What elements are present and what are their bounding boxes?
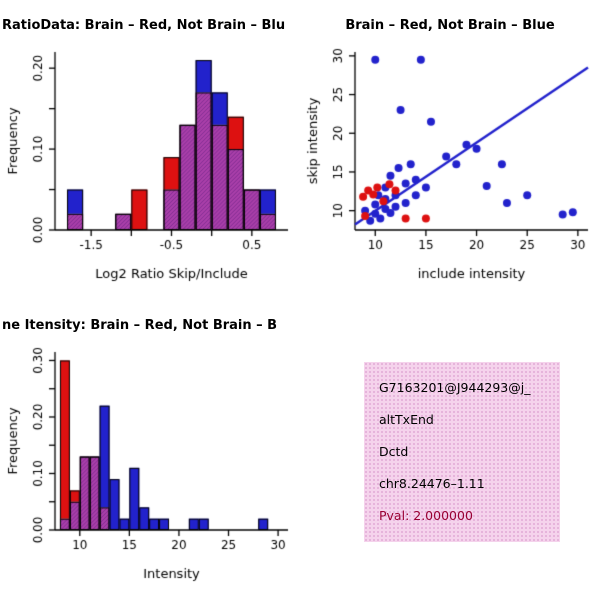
panel-gene-info: G7163201@J944293@j_ altTxEnd Dctd chr8.2… <box>300 300 600 600</box>
gene-name-text: Dctd <box>379 444 409 459</box>
intensity-scatter-canvas <box>300 0 600 300</box>
panel-log2ratio-histogram: RatioData: Brain – Red, Not Brain – Blu <box>0 0 300 300</box>
gene-id-text: G7163201@J944293@j_ <box>379 380 531 395</box>
event-type-text: altTxEnd <box>379 412 434 427</box>
pval-text: Pval: 2.000000 <box>379 508 473 523</box>
log2ratio-histogram-canvas <box>0 0 300 300</box>
gene-info-box: G7163201@J944293@j_ altTxEnd Dctd chr8.2… <box>364 362 560 542</box>
gene-intensity-histogram-canvas <box>0 300 300 600</box>
location-text: chr8.24476–1.11 <box>379 476 485 491</box>
panel-intensity-scatter: Brain – Red, Not Brain – Blue <box>300 0 600 300</box>
panel-gene-intensity-histogram: ne Itensity: Brain – Red, Not Brain – B <box>0 300 300 600</box>
